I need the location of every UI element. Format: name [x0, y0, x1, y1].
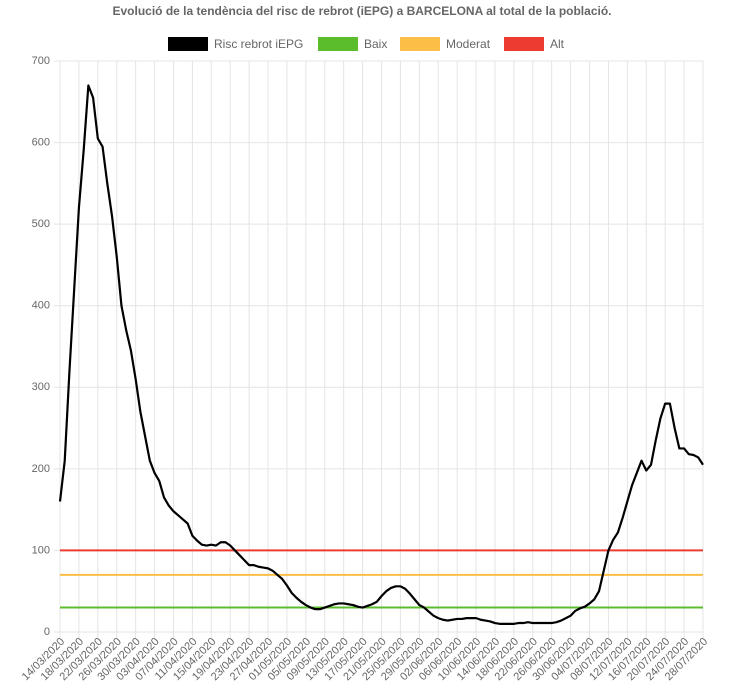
y-tick-label: 100	[32, 544, 50, 556]
y-tick-label: 500	[32, 218, 50, 230]
y-tick-label: 400	[32, 300, 50, 312]
legend-label: Alt	[550, 37, 565, 51]
legend: Risc rebrot iEPG Baix Moderat Alt	[168, 37, 565, 51]
y-tick-label: 300	[32, 381, 50, 393]
y-tick-label: 200	[32, 463, 50, 475]
y-tick-label: 600	[32, 136, 50, 148]
legend-swatch	[504, 37, 544, 51]
legend-label: Risc rebrot iEPG	[214, 37, 303, 51]
y-tick-label: 0	[44, 626, 50, 638]
y-tick-label: 700	[32, 55, 50, 67]
legend-label: Moderat	[446, 37, 491, 51]
legend-swatch	[318, 37, 358, 51]
chart-title: Evolució de la tendència del risc de reb…	[113, 4, 612, 18]
legend-swatch	[400, 37, 440, 51]
series-line	[58, 84, 704, 625]
legend-label: Baix	[364, 37, 387, 51]
legend-swatch	[168, 37, 208, 51]
